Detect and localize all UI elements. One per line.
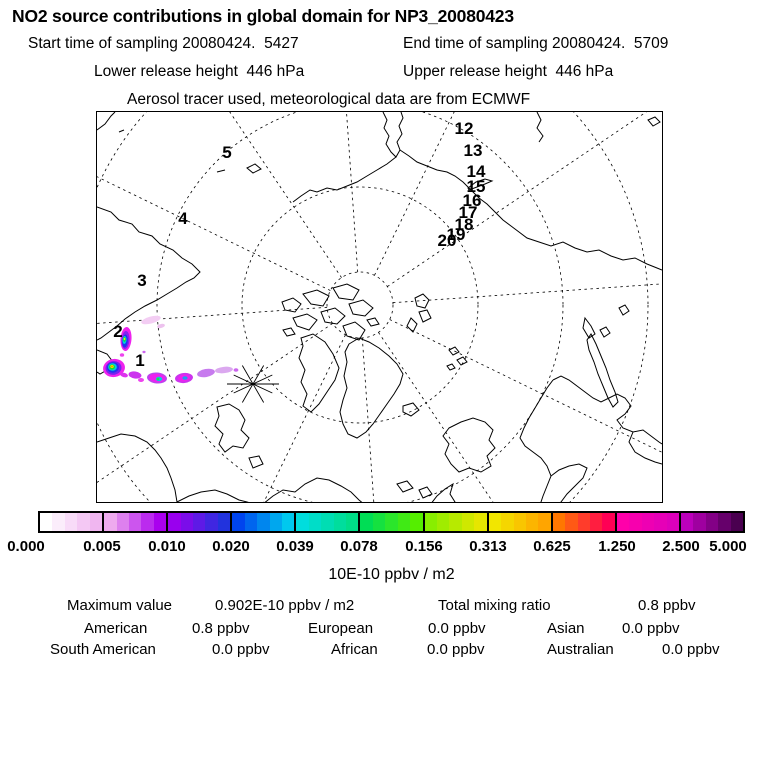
- colorbar-tick-label: 1.250: [598, 538, 636, 555]
- colorbar-tick-label: 0.020: [212, 538, 250, 555]
- colorbar-segment: [296, 513, 361, 531]
- svg-text:14: 14: [467, 162, 486, 181]
- svg-text:5: 5: [222, 143, 231, 162]
- svg-text:15: 15: [467, 177, 486, 196]
- colorbar-segment: [104, 513, 169, 531]
- coastlines: [97, 112, 662, 502]
- colorbar-tick-label: 0.625: [533, 538, 571, 555]
- source-name: American: [84, 620, 148, 637]
- colorbar-tick-label: 0.005: [83, 538, 121, 555]
- upper-release-label: Upper release height 446 hPa: [403, 63, 614, 80]
- colorbar-tick-label: 0.313: [469, 538, 507, 555]
- colorbar-segment: [616, 513, 681, 531]
- colorbar-segment: [552, 513, 617, 531]
- source-value: 0.0 ppbv: [622, 620, 680, 637]
- max-value: 0.902E-10 ppbv / m2: [215, 597, 355, 614]
- total-mixing-label: Total mixing ratio: [438, 597, 551, 614]
- colorbar-segment: [360, 513, 425, 531]
- colorbar-unit-label: 10E-10 ppbv / m2: [328, 566, 455, 583]
- colorbar-segment: [680, 513, 744, 531]
- svg-text:18: 18: [455, 215, 474, 234]
- end-time-label: End time of sampling 20080424. 5709: [403, 35, 669, 52]
- svg-text:2: 2: [113, 322, 122, 341]
- svg-text:20: 20: [438, 231, 457, 250]
- source-name: African: [331, 641, 378, 658]
- colorbar-segment: [168, 513, 233, 531]
- colorbar-tick-label: 0.156: [405, 538, 443, 555]
- no2-plume: [103, 315, 239, 384]
- svg-text:4: 4: [178, 209, 188, 228]
- colorbar: [38, 511, 745, 533]
- svg-text:16: 16: [463, 191, 482, 210]
- source-value: 0.0 ppbv: [428, 620, 486, 637]
- colorbar-tick-label: 5.000: [709, 538, 747, 555]
- source-name: South American: [50, 641, 156, 658]
- colorbar-segment: [40, 513, 105, 531]
- colorbar-segment: [488, 513, 553, 531]
- colorbar-tick-label: 2.500: [662, 538, 700, 555]
- svg-text:17: 17: [459, 203, 478, 222]
- svg-text:19: 19: [447, 225, 466, 244]
- lower-release-label: Lower release height 446 hPa: [94, 63, 305, 80]
- max-value-label: Maximum value: [67, 597, 173, 614]
- page-title: NO2 source contributions in global domai…: [12, 6, 514, 26]
- colorbar-tick-label: 0.078: [340, 538, 378, 555]
- station-marker: [227, 365, 279, 403]
- source-value: 0.0 ppbv: [427, 641, 485, 658]
- colorbar-tick-label: 0.000: [7, 538, 45, 555]
- colorbar-tick-labels: 0.000 0.005 0.010 0.020 0.039 0.078 0.156 0.313…: [0, 538, 768, 556]
- graticule-grid: [97, 112, 662, 502]
- start-time-label: Start time of sampling 20080424. 5427: [28, 35, 299, 52]
- svg-text:13: 13: [464, 141, 483, 160]
- svg-text:3: 3: [137, 271, 146, 290]
- source-name: Australian: [547, 641, 614, 658]
- colorbar-tick-label: 0.039: [276, 538, 314, 555]
- source-name: European: [308, 620, 374, 637]
- source-name: Asian: [547, 620, 585, 637]
- tracer-note-label: Aerosol tracer used, meteorological data…: [127, 91, 531, 108]
- svg-text:1: 1: [135, 351, 144, 370]
- source-value: 0.0 ppbv: [212, 641, 270, 658]
- svg-text:12: 12: [455, 119, 474, 138]
- source-value: 0.8 ppbv: [192, 620, 250, 637]
- source-value: 0.0 ppbv: [662, 641, 720, 658]
- colorbar-segment: [424, 513, 489, 531]
- total-mixing-value: 0.8 ppbv: [638, 597, 696, 614]
- colorbar-segment: [232, 513, 297, 531]
- colorbar-tick-label: 0.010: [148, 538, 186, 555]
- polar-map: 12 13 14 15 16 17 18 19 20 5 4 3 2 1: [96, 111, 663, 503]
